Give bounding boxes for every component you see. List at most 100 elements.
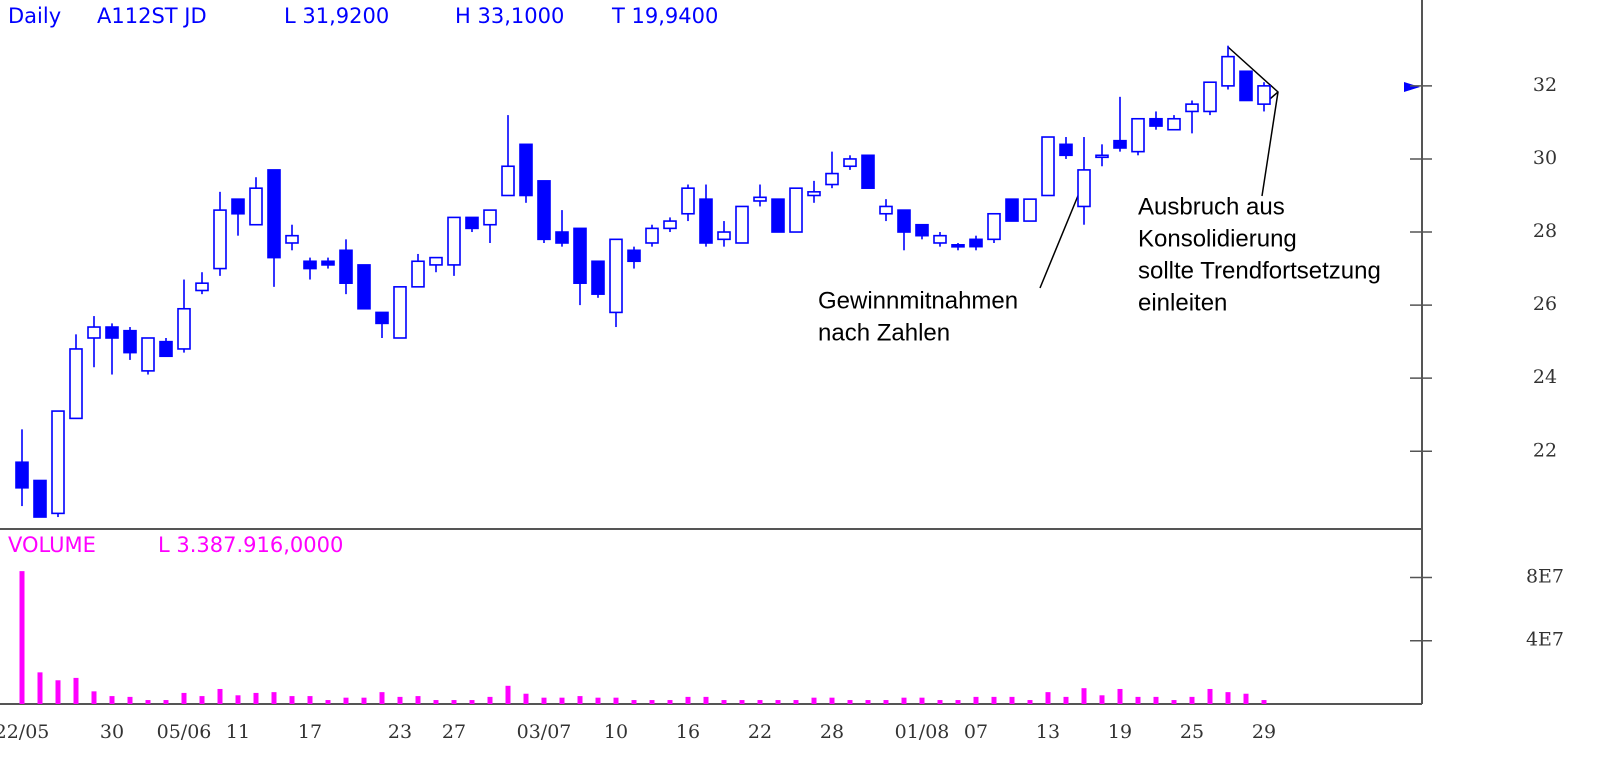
volume-bar [415, 696, 421, 704]
volume-bar [685, 696, 691, 704]
candle-body [177, 307, 191, 350]
annotation-pointer [1039, 185, 1083, 289]
panel-header: H 33,1000 [455, 4, 564, 28]
candle-body [465, 216, 479, 230]
volume-bar [775, 700, 781, 704]
candle-body [1041, 136, 1055, 197]
candle-body [249, 187, 263, 226]
volume-bar [883, 700, 889, 704]
candle-body [195, 282, 209, 292]
volume-bar [1099, 695, 1105, 704]
volume-bar [433, 700, 439, 704]
candle-body [1059, 143, 1073, 157]
candle-body [375, 311, 389, 325]
x-tick-label: 05/06 [157, 721, 212, 743]
volume-bar [361, 697, 367, 704]
volume-bar [793, 700, 799, 704]
annotation: Ausbruch aus [1138, 193, 1285, 220]
volume-bar [613, 697, 619, 704]
candle-body [627, 249, 641, 263]
volume-bar [1225, 692, 1231, 704]
volume-bar [217, 688, 223, 704]
volume-bar [1081, 688, 1087, 704]
candle-body [879, 205, 893, 215]
candle-body [213, 209, 227, 270]
candle-body [951, 244, 965, 248]
x-tick-label: 01/08 [895, 721, 950, 743]
volume-bar [541, 697, 547, 704]
volume-bar [595, 697, 601, 704]
annotation: einleiten [1138, 289, 1227, 316]
candle-body [519, 143, 533, 197]
volume-bar [1261, 700, 1267, 704]
volume-bar [865, 700, 871, 704]
volume-bar [667, 700, 673, 704]
y-tick-label: 30 [1533, 147, 1557, 169]
volume-bar [379, 692, 385, 704]
volume-bar [469, 700, 475, 704]
candle-body [1005, 198, 1019, 222]
x-tick-label: 16 [676, 721, 700, 743]
y-tick-label: 22 [1533, 439, 1557, 461]
x-tick-label: 30 [100, 721, 124, 743]
volume-bar [1243, 693, 1249, 704]
candle-body [555, 231, 569, 244]
candle-body [87, 326, 101, 339]
candle-body [681, 187, 695, 215]
volume-bar [325, 700, 331, 704]
y-tick-label: 24 [1533, 366, 1557, 388]
volume-bar [235, 695, 241, 704]
volume-bar [577, 696, 583, 704]
candle-body [807, 191, 821, 197]
candle-body [15, 461, 29, 489]
volume-bar [1135, 696, 1141, 704]
volume-bar [1027, 700, 1033, 704]
volume-bar [631, 700, 637, 704]
volume-bar [1063, 696, 1069, 704]
x-tick-label: 07 [964, 721, 988, 743]
volume-bar [829, 697, 835, 704]
volume-bar [253, 692, 259, 704]
x-tick-label: 03/07 [517, 721, 572, 743]
candle-body [753, 196, 767, 202]
candle-body [1221, 55, 1235, 87]
panel-header: A112ST JD [97, 4, 207, 28]
x-tick-label: 10 [604, 721, 628, 743]
candle-body [321, 260, 335, 266]
candle-body [159, 340, 173, 358]
candle-body [609, 238, 623, 314]
volume-bar [109, 696, 115, 704]
candle-body [771, 198, 785, 233]
candle-body [231, 198, 245, 215]
candle-body [897, 209, 911, 233]
candle-body [51, 410, 65, 515]
candle-body [789, 187, 803, 233]
volume-bar [55, 680, 61, 704]
candle-body [933, 234, 947, 244]
annotation: Gewinnmitnahmen [818, 287, 1018, 314]
candle-body [483, 209, 497, 226]
x-tick-label: 22 [748, 721, 772, 743]
volume-bar [73, 677, 79, 704]
volume-bar [1189, 696, 1195, 704]
candle-body [915, 223, 929, 237]
volume-bar [505, 685, 511, 704]
candle-body [69, 348, 83, 420]
candle-body [861, 154, 875, 189]
candle-body [1095, 154, 1109, 159]
candle-body [735, 205, 749, 244]
candle-body [1077, 169, 1091, 208]
volume-bar [757, 700, 763, 704]
volume-bar [145, 700, 151, 704]
candle-body [717, 231, 731, 241]
volume-bar [271, 692, 277, 704]
volume-bar [559, 697, 565, 704]
volume-bar [397, 696, 403, 704]
candle-body [825, 172, 839, 186]
volume-bar [901, 697, 907, 704]
candle-body [1167, 117, 1181, 131]
volume-bar [181, 692, 187, 704]
volume-bar [1009, 696, 1015, 704]
volume-bar [91, 691, 97, 704]
